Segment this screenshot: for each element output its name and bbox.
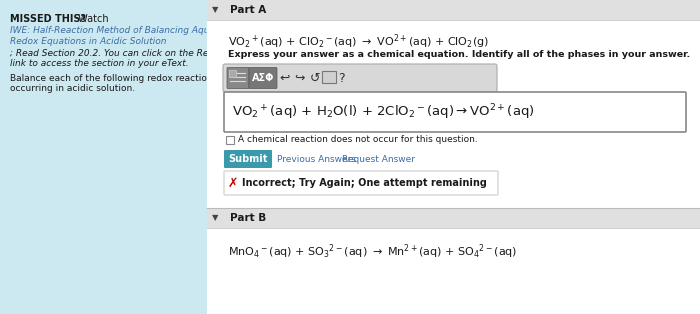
FancyBboxPatch shape <box>223 64 497 92</box>
Text: Incorrect; Try Again; One attempt remaining: Incorrect; Try Again; One attempt remain… <box>242 178 487 188</box>
Text: MISSED THIS?: MISSED THIS? <box>10 14 86 24</box>
Text: ↺: ↺ <box>309 72 321 84</box>
Text: Previous Answers: Previous Answers <box>277 154 356 164</box>
Text: Balance each of the following redox reactions: Balance each of the following redox reac… <box>10 74 217 83</box>
FancyBboxPatch shape <box>207 0 700 20</box>
FancyBboxPatch shape <box>227 68 249 89</box>
FancyBboxPatch shape <box>224 171 498 195</box>
Text: occurring in acidic solution.: occurring in acidic solution. <box>10 84 135 93</box>
Text: ; Read Section 20.2. You can click on the Review: ; Read Section 20.2. You can click on th… <box>10 49 229 58</box>
Text: ↪: ↪ <box>295 72 305 84</box>
Text: A chemical reaction does not occur for this question.: A chemical reaction does not occur for t… <box>238 136 477 144</box>
FancyBboxPatch shape <box>0 0 207 314</box>
Text: ↩: ↩ <box>280 72 290 84</box>
FancyBboxPatch shape <box>207 228 700 314</box>
FancyBboxPatch shape <box>226 136 234 144</box>
Text: VO$_2$$^+$(aq) + H$_2$O(l) + 2ClO$_2$$^-$(aq)$\rightarrow$VO$^{2+}$(aq): VO$_2$$^+$(aq) + H$_2$O(l) + 2ClO$_2$$^-… <box>232 102 535 122</box>
Text: Part B: Part B <box>230 213 266 223</box>
Text: ▼: ▼ <box>211 6 218 14</box>
FancyBboxPatch shape <box>229 69 236 77</box>
Text: ✗: ✗ <box>228 176 238 190</box>
Text: ?: ? <box>337 72 344 84</box>
Text: ▼: ▼ <box>211 214 218 223</box>
Text: Part A: Part A <box>230 5 266 15</box>
Text: Redox Equations in Acidic Solution: Redox Equations in Acidic Solution <box>10 37 167 46</box>
FancyBboxPatch shape <box>224 92 686 132</box>
Text: IWE: Half-Reaction Method of Balancing Aqueous: IWE: Half-Reaction Method of Balancing A… <box>10 26 231 35</box>
Text: link to access the section in your eText.: link to access the section in your eText… <box>10 59 188 68</box>
FancyBboxPatch shape <box>207 0 700 314</box>
Text: Express your answer as a chemical equation. Identify all of the phases in your a: Express your answer as a chemical equati… <box>228 50 690 59</box>
Text: AΣΦ: AΣΦ <box>252 73 274 83</box>
Text: VO$_2$$^+$(aq) + ClO$_2$$^-$(aq) $\rightarrow$ VO$^{2+}$(aq) + ClO$_2$(g): VO$_2$$^+$(aq) + ClO$_2$$^-$(aq) $\right… <box>228 32 489 51</box>
Text: Request Answer: Request Answer <box>342 154 415 164</box>
FancyBboxPatch shape <box>249 68 277 89</box>
FancyBboxPatch shape <box>224 150 272 168</box>
Text: Watch: Watch <box>75 14 108 24</box>
Text: MnO$_4$$^-$(aq) + SO$_3$$^{2-}$(aq) $\rightarrow$ Mn$^{2+}$(aq) + SO$_4$$^{2-}$(: MnO$_4$$^-$(aq) + SO$_3$$^{2-}$(aq) $\ri… <box>228 243 517 261</box>
FancyBboxPatch shape <box>322 71 336 83</box>
Text: Submit: Submit <box>228 154 267 164</box>
FancyBboxPatch shape <box>207 208 700 228</box>
FancyBboxPatch shape <box>207 20 700 208</box>
